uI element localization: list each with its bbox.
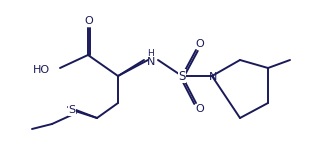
Text: H: H <box>148 50 154 59</box>
Text: O: O <box>85 16 93 26</box>
Text: N: N <box>209 72 217 82</box>
Text: HO: HO <box>33 65 50 75</box>
Text: S: S <box>68 105 76 115</box>
Text: N: N <box>147 57 155 67</box>
Text: S: S <box>178 69 186 83</box>
Text: O: O <box>196 104 204 114</box>
Text: O: O <box>196 39 204 49</box>
